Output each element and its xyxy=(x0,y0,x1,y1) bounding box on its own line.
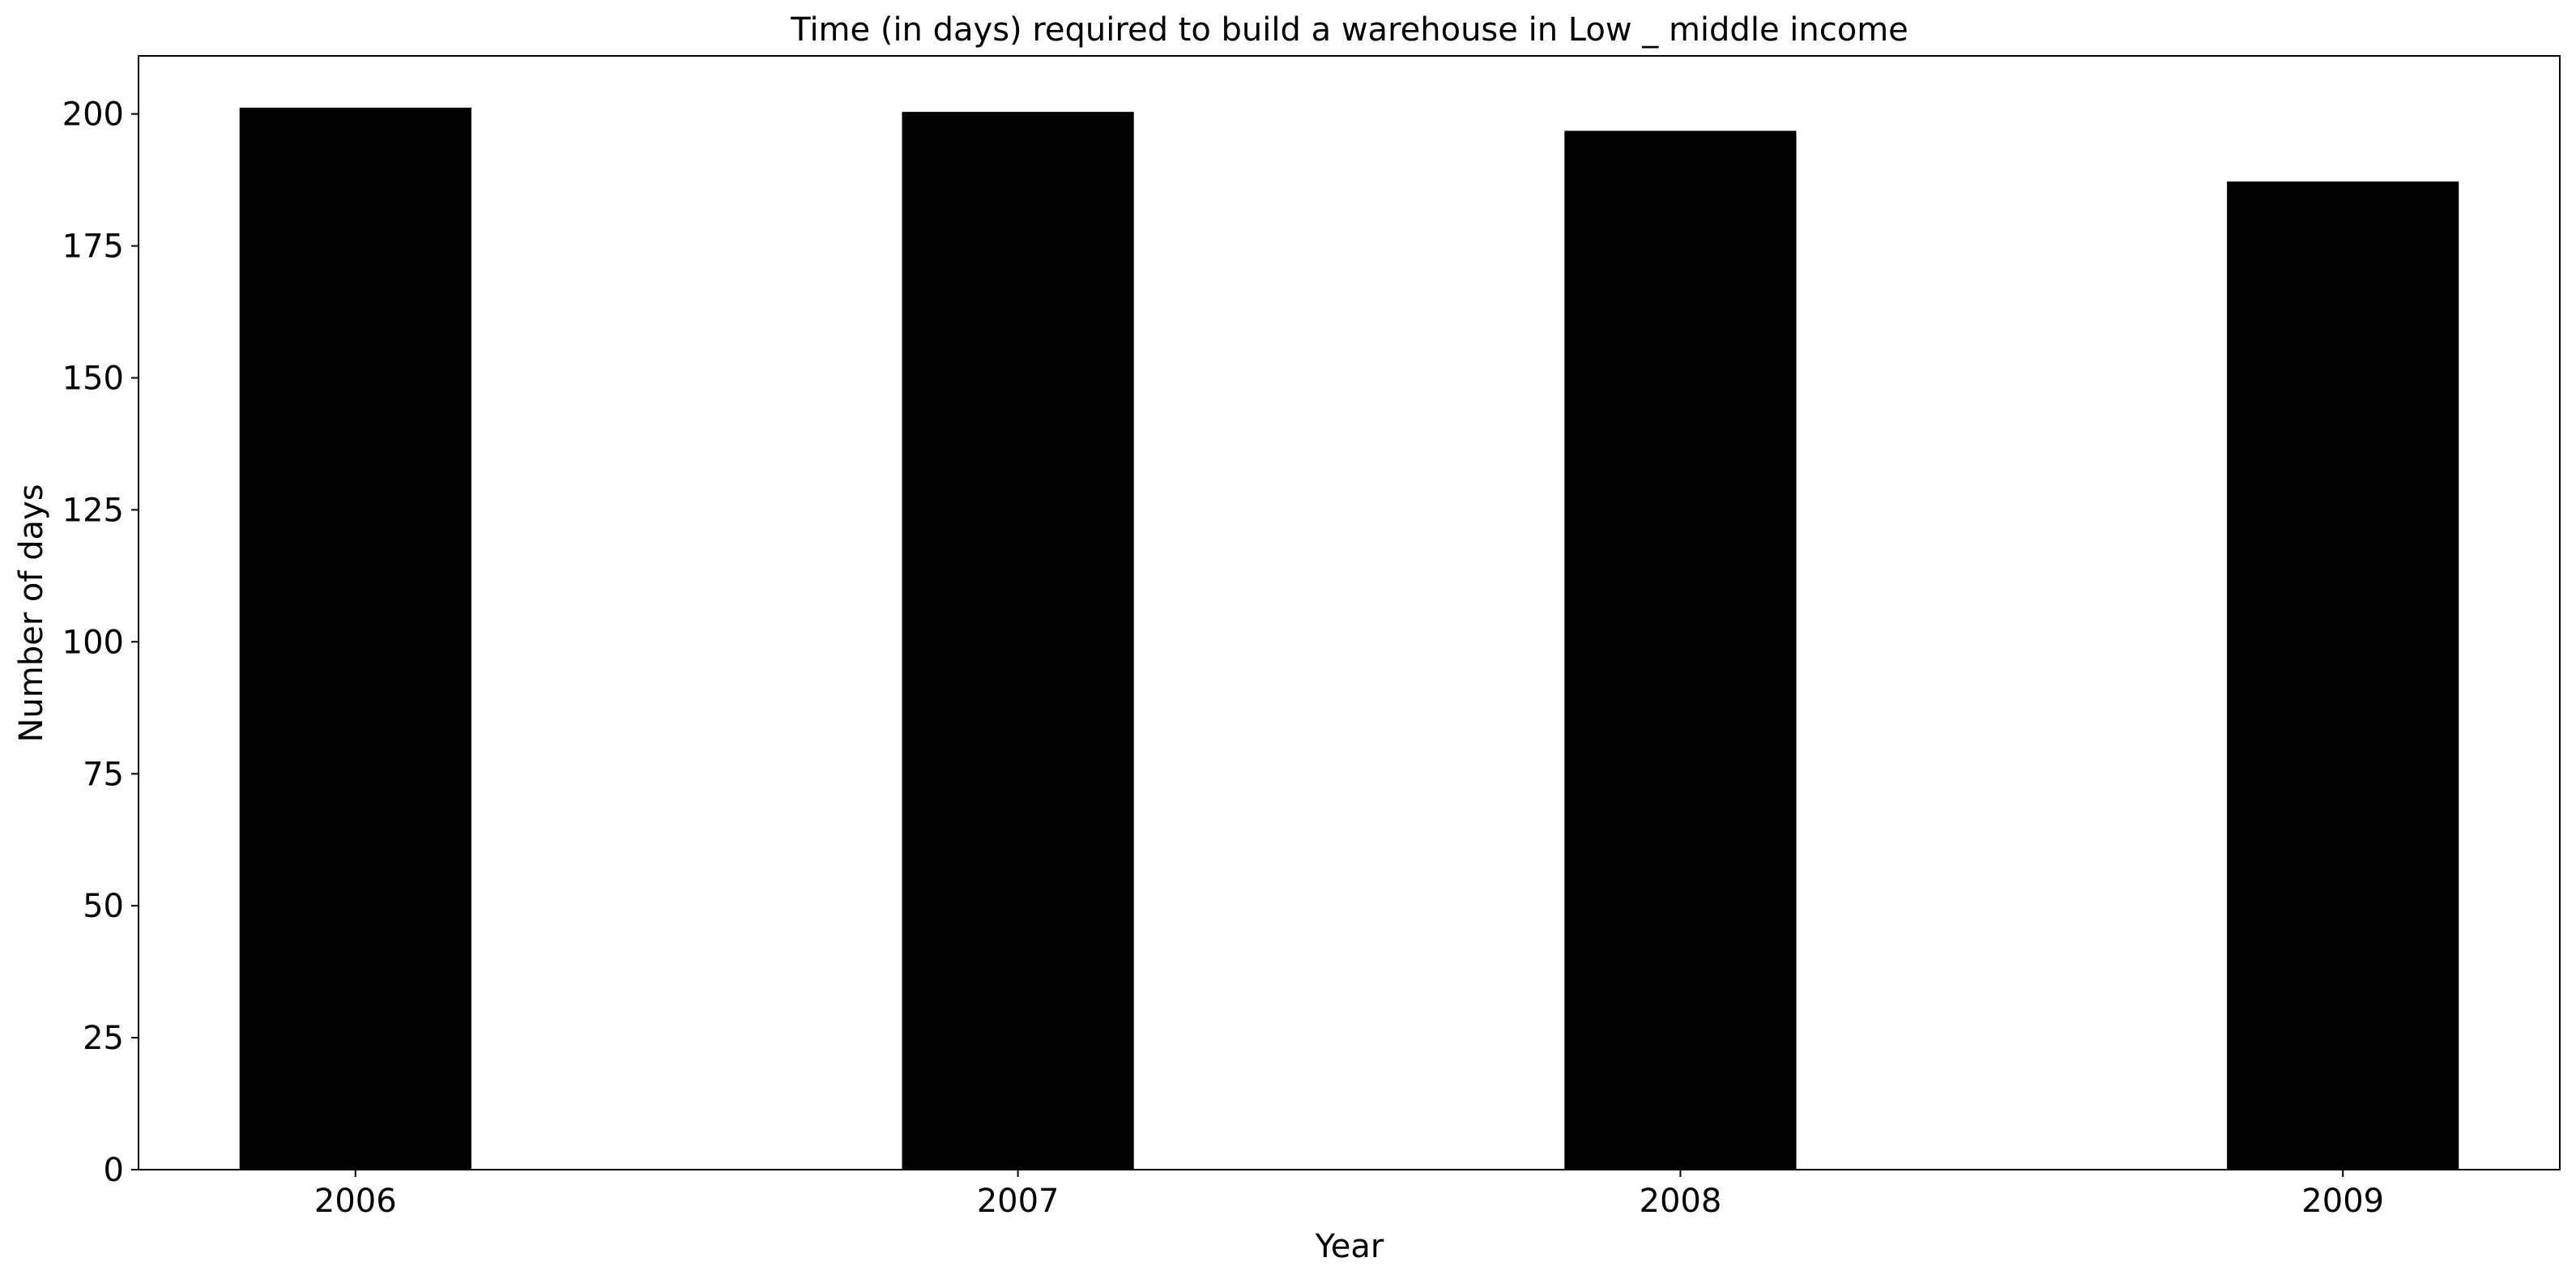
bar-2006 xyxy=(239,107,471,1170)
x-tick-label-2008: 2008 xyxy=(1640,1183,1722,1220)
bars-group xyxy=(239,107,2459,1170)
bar-2007 xyxy=(902,112,1134,1170)
y-tick-label-150: 150 xyxy=(62,360,124,398)
x-axis-label: Year xyxy=(1315,1228,1384,1265)
y-tick-label-200: 200 xyxy=(62,96,124,134)
y-tick-label-100: 100 xyxy=(62,624,124,661)
x-tick-label-2006: 2006 xyxy=(314,1183,397,1220)
y-tick-label-175: 175 xyxy=(62,228,124,266)
bar-2008 xyxy=(1564,130,1797,1170)
ticks-group: 2006 2007 2008 2009 0 25 50 75 100 125 150 175 200 xyxy=(62,96,2384,1220)
chart-title: Time (in days) required to build a wareh… xyxy=(790,11,1909,49)
x-tick-label-2009: 2009 xyxy=(2301,1183,2384,1220)
y-axis-label: Number of days xyxy=(13,484,50,742)
y-tick-label-125: 125 xyxy=(62,492,124,529)
y-tick-label-75: 75 xyxy=(83,756,124,793)
y-tick-label-25: 25 xyxy=(83,1020,124,1057)
plot-frame xyxy=(138,55,2561,1170)
y-tick-label-50: 50 xyxy=(83,888,124,925)
x-tick-label-2007: 2007 xyxy=(977,1183,1060,1220)
bar-2009 xyxy=(2227,181,2459,1170)
y-tick-label-0: 0 xyxy=(104,1152,124,1189)
